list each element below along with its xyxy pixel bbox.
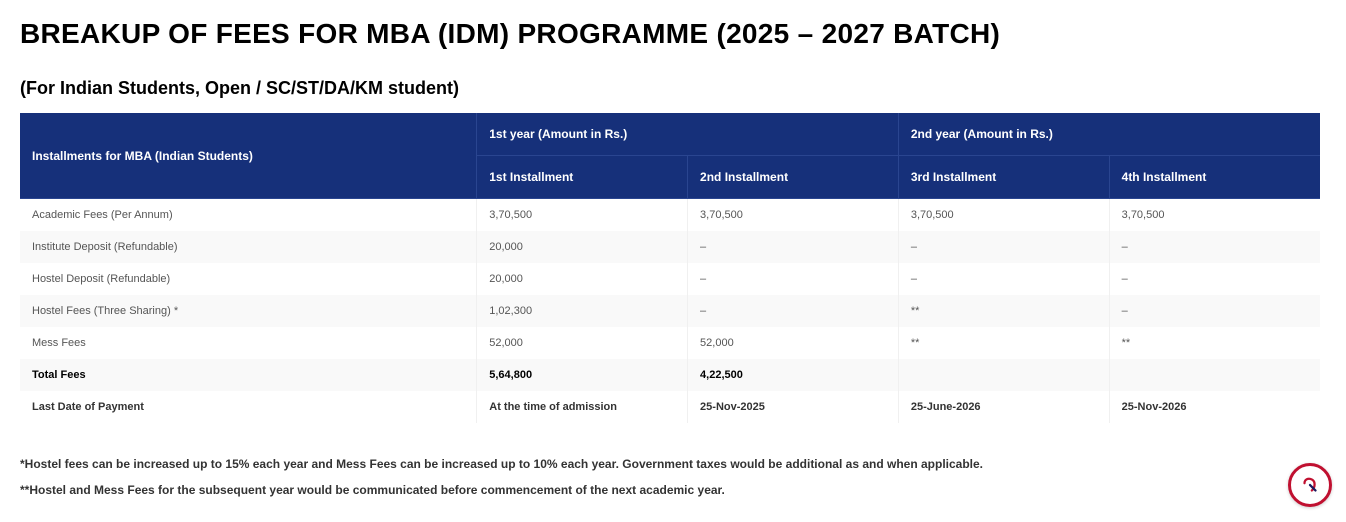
cell-c3: 3,70,500 [898, 199, 1109, 232]
th-year2: 2nd year (Amount in Rs.) [898, 113, 1320, 156]
cell-c1: At the time of admission [477, 391, 688, 423]
cell-c1: 52,000 [477, 327, 688, 359]
cell-c1: 1,02,300 [477, 295, 688, 327]
cell-label: Total Fees [20, 359, 477, 391]
table-row: Last Date of PaymentAt the time of admis… [20, 391, 1320, 423]
table-body: Academic Fees (Per Annum)3,70,5003,70,50… [20, 199, 1320, 424]
footnotes: *Hostel fees can be increased up to 15% … [20, 451, 1326, 504]
cell-c4: – [1109, 231, 1320, 263]
cell-c3 [898, 359, 1109, 391]
cell-label: Mess Fees [20, 327, 477, 359]
cell-c2: 3,70,500 [688, 199, 899, 232]
cell-c2: 4,22,500 [688, 359, 899, 391]
cell-label: Institute Deposit (Refundable) [20, 231, 477, 263]
fees-table: Installments for MBA (Indian Students) 1… [20, 113, 1320, 423]
th-inst4: 4th Installment [1109, 156, 1320, 199]
table-row: Hostel Deposit (Refundable)20,000––– [20, 263, 1320, 295]
cell-c4: ** [1109, 327, 1320, 359]
cell-c2: – [688, 231, 899, 263]
page-title: BREAKUP OF FEES FOR MBA (IDM) PROGRAMME … [20, 18, 1326, 50]
cell-c1: 5,64,800 [477, 359, 688, 391]
cell-c2: 52,000 [688, 327, 899, 359]
cell-c4: – [1109, 295, 1320, 327]
th-inst2: 2nd Installment [688, 156, 899, 199]
cell-c4 [1109, 359, 1320, 391]
footnote-1: *Hostel fees can be increased up to 15% … [20, 451, 1326, 477]
table-row: Total Fees5,64,8004,22,500 [20, 359, 1320, 391]
cell-c1: 20,000 [477, 263, 688, 295]
cell-c3: ** [898, 295, 1109, 327]
cell-c2: – [688, 263, 899, 295]
brand-logo-icon[interactable] [1288, 463, 1332, 507]
cell-label: Hostel Deposit (Refundable) [20, 263, 477, 295]
footnote-2: **Hostel and Mess Fees for the subsequen… [20, 477, 1326, 503]
cell-c3: 25-June-2026 [898, 391, 1109, 423]
page-subtitle: (For Indian Students, Open / SC/ST/DA/KM… [20, 78, 1326, 99]
cell-label: Hostel Fees (Three Sharing) * [20, 295, 477, 327]
th-inst1: 1st Installment [477, 156, 688, 199]
cell-label: Last Date of Payment [20, 391, 477, 423]
table-row: Institute Deposit (Refundable)20,000––– [20, 231, 1320, 263]
cell-c1: 3,70,500 [477, 199, 688, 232]
cell-c4: 3,70,500 [1109, 199, 1320, 232]
th-inst3: 3rd Installment [898, 156, 1109, 199]
cell-c3: – [898, 231, 1109, 263]
cell-c3: ** [898, 327, 1109, 359]
cell-c3: – [898, 263, 1109, 295]
cell-label: Academic Fees (Per Annum) [20, 199, 477, 232]
cell-c2: 25-Nov-2025 [688, 391, 899, 423]
table-row: Academic Fees (Per Annum)3,70,5003,70,50… [20, 199, 1320, 232]
table-row: Mess Fees52,00052,000**** [20, 327, 1320, 359]
cell-c2: – [688, 295, 899, 327]
cell-c4: 25-Nov-2026 [1109, 391, 1320, 423]
table-row: Hostel Fees (Three Sharing) *1,02,300–**… [20, 295, 1320, 327]
th-year1: 1st year (Amount in Rs.) [477, 113, 899, 156]
cell-c1: 20,000 [477, 231, 688, 263]
th-corner: Installments for MBA (Indian Students) [20, 113, 477, 199]
cell-c4: – [1109, 263, 1320, 295]
